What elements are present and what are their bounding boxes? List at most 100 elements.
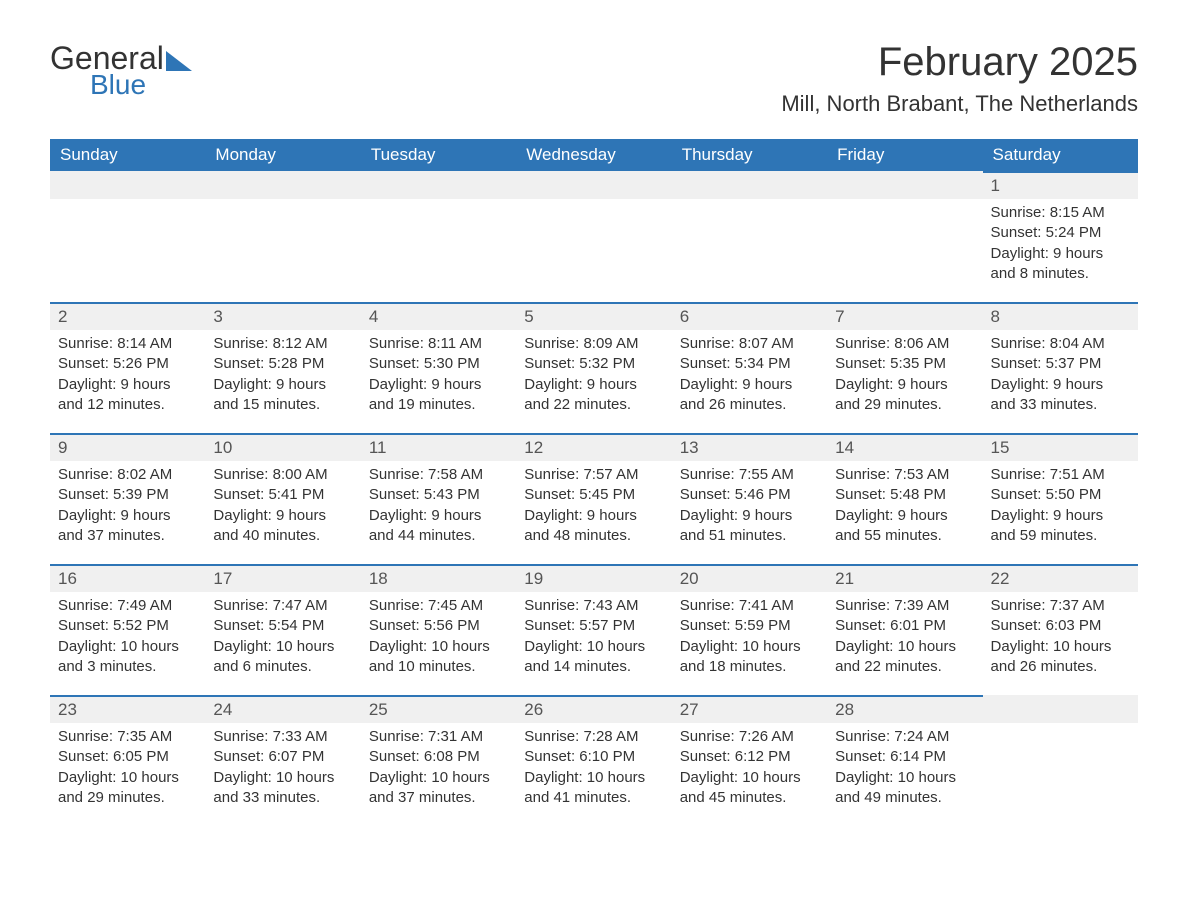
- day-info: Sunrise: 7:55 AMSunset: 5:46 PMDaylight:…: [672, 461, 827, 546]
- sunset-line: Sunset: 5:34 PM: [680, 354, 819, 374]
- calendar-body: 1Sunrise: 8:15 AMSunset: 5:24 PMDaylight…: [50, 171, 1138, 826]
- day-info: Sunrise: 8:06 AMSunset: 5:35 PMDaylight:…: [827, 330, 982, 415]
- day-number: 16: [50, 564, 205, 592]
- sunset-line: Sunset: 6:14 PM: [835, 747, 974, 767]
- day-number: 5: [516, 302, 671, 330]
- weekday-header: Wednesday: [516, 139, 671, 171]
- day-info: Sunrise: 8:11 AMSunset: 5:30 PMDaylight:…: [361, 330, 516, 415]
- day-number: 3: [205, 302, 360, 330]
- sunset-line: Sunset: 5:37 PM: [991, 354, 1130, 374]
- calendar-cell: 17Sunrise: 7:47 AMSunset: 5:54 PMDayligh…: [205, 564, 360, 695]
- page-subtitle: Mill, North Brabant, The Netherlands: [781, 91, 1138, 117]
- weekday-header: Friday: [827, 139, 982, 171]
- daylight-line: Daylight: 9 hours and 48 minutes.: [524, 506, 663, 547]
- day-number: 20: [672, 564, 827, 592]
- sunrise-line: Sunrise: 8:07 AM: [680, 334, 819, 354]
- day-number: 26: [516, 695, 671, 723]
- day-info: Sunrise: 7:31 AMSunset: 6:08 PMDaylight:…: [361, 723, 516, 808]
- sunrise-line: Sunrise: 7:24 AM: [835, 727, 974, 747]
- calendar-header-row: SundayMondayTuesdayWednesdayThursdayFrid…: [50, 139, 1138, 171]
- day-info: Sunrise: 7:45 AMSunset: 5:56 PMDaylight:…: [361, 592, 516, 677]
- daylight-line: Daylight: 10 hours and 33 minutes.: [213, 768, 352, 809]
- day-number: 2: [50, 302, 205, 330]
- calendar-cell: 19Sunrise: 7:43 AMSunset: 5:57 PMDayligh…: [516, 564, 671, 695]
- day-info: Sunrise: 8:12 AMSunset: 5:28 PMDaylight:…: [205, 330, 360, 415]
- day-info: Sunrise: 7:26 AMSunset: 6:12 PMDaylight:…: [672, 723, 827, 808]
- sunset-line: Sunset: 5:46 PM: [680, 485, 819, 505]
- empty-day-bar: [361, 171, 516, 199]
- calendar-cell: 1Sunrise: 8:15 AMSunset: 5:24 PMDaylight…: [983, 171, 1138, 302]
- sunrise-line: Sunrise: 7:35 AM: [58, 727, 197, 747]
- weekday-header: Tuesday: [361, 139, 516, 171]
- day-info: Sunrise: 7:57 AMSunset: 5:45 PMDaylight:…: [516, 461, 671, 546]
- calendar-cell: 25Sunrise: 7:31 AMSunset: 6:08 PMDayligh…: [361, 695, 516, 826]
- sunset-line: Sunset: 5:56 PM: [369, 616, 508, 636]
- sunrise-line: Sunrise: 7:57 AM: [524, 465, 663, 485]
- daylight-line: Daylight: 9 hours and 15 minutes.: [213, 375, 352, 416]
- sunset-line: Sunset: 5:50 PM: [991, 485, 1130, 505]
- sunset-line: Sunset: 6:08 PM: [369, 747, 508, 767]
- day-info: Sunrise: 7:49 AMSunset: 5:52 PMDaylight:…: [50, 592, 205, 677]
- day-number: 9: [50, 433, 205, 461]
- weekday-header: Saturday: [983, 139, 1138, 171]
- daylight-line: Daylight: 10 hours and 18 minutes.: [680, 637, 819, 678]
- calendar-table: SundayMondayTuesdayWednesdayThursdayFrid…: [50, 139, 1138, 826]
- weekday-header: Sunday: [50, 139, 205, 171]
- sunset-line: Sunset: 6:05 PM: [58, 747, 197, 767]
- logo: General Blue: [50, 40, 192, 101]
- sunrise-line: Sunrise: 8:06 AM: [835, 334, 974, 354]
- sunrise-line: Sunrise: 7:31 AM: [369, 727, 508, 747]
- day-number: 18: [361, 564, 516, 592]
- day-number: 21: [827, 564, 982, 592]
- calendar-cell: 4Sunrise: 8:11 AMSunset: 5:30 PMDaylight…: [361, 302, 516, 433]
- sunset-line: Sunset: 5:43 PM: [369, 485, 508, 505]
- sunset-line: Sunset: 5:59 PM: [680, 616, 819, 636]
- day-info: Sunrise: 7:53 AMSunset: 5:48 PMDaylight:…: [827, 461, 982, 546]
- daylight-line: Daylight: 10 hours and 14 minutes.: [524, 637, 663, 678]
- calendar-cell: 12Sunrise: 7:57 AMSunset: 5:45 PMDayligh…: [516, 433, 671, 564]
- day-info: Sunrise: 7:39 AMSunset: 6:01 PMDaylight:…: [827, 592, 982, 677]
- day-info: Sunrise: 8:02 AMSunset: 5:39 PMDaylight:…: [50, 461, 205, 546]
- sunrise-line: Sunrise: 8:04 AM: [991, 334, 1130, 354]
- calendar-row: 1Sunrise: 8:15 AMSunset: 5:24 PMDaylight…: [50, 171, 1138, 302]
- sunrise-line: Sunrise: 8:15 AM: [991, 203, 1130, 223]
- sunrise-line: Sunrise: 7:41 AM: [680, 596, 819, 616]
- calendar-cell: 2Sunrise: 8:14 AMSunset: 5:26 PMDaylight…: [50, 302, 205, 433]
- sunrise-line: Sunrise: 7:33 AM: [213, 727, 352, 747]
- sunset-line: Sunset: 5:32 PM: [524, 354, 663, 374]
- daylight-line: Daylight: 9 hours and 37 minutes.: [58, 506, 197, 547]
- sunrise-line: Sunrise: 7:26 AM: [680, 727, 819, 747]
- sunrise-line: Sunrise: 7:28 AM: [524, 727, 663, 747]
- day-number: 19: [516, 564, 671, 592]
- sunset-line: Sunset: 5:30 PM: [369, 354, 508, 374]
- sunset-line: Sunset: 5:24 PM: [991, 223, 1130, 243]
- sunrise-line: Sunrise: 8:12 AM: [213, 334, 352, 354]
- sunrise-line: Sunrise: 7:47 AM: [213, 596, 352, 616]
- day-number: 13: [672, 433, 827, 461]
- daylight-line: Daylight: 9 hours and 8 minutes.: [991, 244, 1130, 285]
- calendar-cell: 8Sunrise: 8:04 AMSunset: 5:37 PMDaylight…: [983, 302, 1138, 433]
- day-number: 4: [361, 302, 516, 330]
- weekday-header: Monday: [205, 139, 360, 171]
- sunrise-line: Sunrise: 7:55 AM: [680, 465, 819, 485]
- calendar-cell: 7Sunrise: 8:06 AMSunset: 5:35 PMDaylight…: [827, 302, 982, 433]
- day-info: Sunrise: 7:41 AMSunset: 5:59 PMDaylight:…: [672, 592, 827, 677]
- empty-day-bar: [516, 171, 671, 199]
- title-block: February 2025 Mill, North Brabant, The N…: [781, 40, 1138, 117]
- page-title: February 2025: [781, 40, 1138, 85]
- calendar-cell: 9Sunrise: 8:02 AMSunset: 5:39 PMDaylight…: [50, 433, 205, 564]
- sunset-line: Sunset: 5:28 PM: [213, 354, 352, 374]
- day-info: Sunrise: 7:43 AMSunset: 5:57 PMDaylight:…: [516, 592, 671, 677]
- calendar-cell: 3Sunrise: 8:12 AMSunset: 5:28 PMDaylight…: [205, 302, 360, 433]
- sunrise-line: Sunrise: 7:37 AM: [991, 596, 1130, 616]
- daylight-line: Daylight: 10 hours and 6 minutes.: [213, 637, 352, 678]
- logo-triangle-icon: [166, 51, 192, 71]
- calendar-cell: 23Sunrise: 7:35 AMSunset: 6:05 PMDayligh…: [50, 695, 205, 826]
- sunset-line: Sunset: 6:01 PM: [835, 616, 974, 636]
- day-info: Sunrise: 7:28 AMSunset: 6:10 PMDaylight:…: [516, 723, 671, 808]
- daylight-line: Daylight: 9 hours and 19 minutes.: [369, 375, 508, 416]
- sunset-line: Sunset: 5:48 PM: [835, 485, 974, 505]
- day-info: Sunrise: 8:00 AMSunset: 5:41 PMDaylight:…: [205, 461, 360, 546]
- day-number: 8: [983, 302, 1138, 330]
- day-info: Sunrise: 8:09 AMSunset: 5:32 PMDaylight:…: [516, 330, 671, 415]
